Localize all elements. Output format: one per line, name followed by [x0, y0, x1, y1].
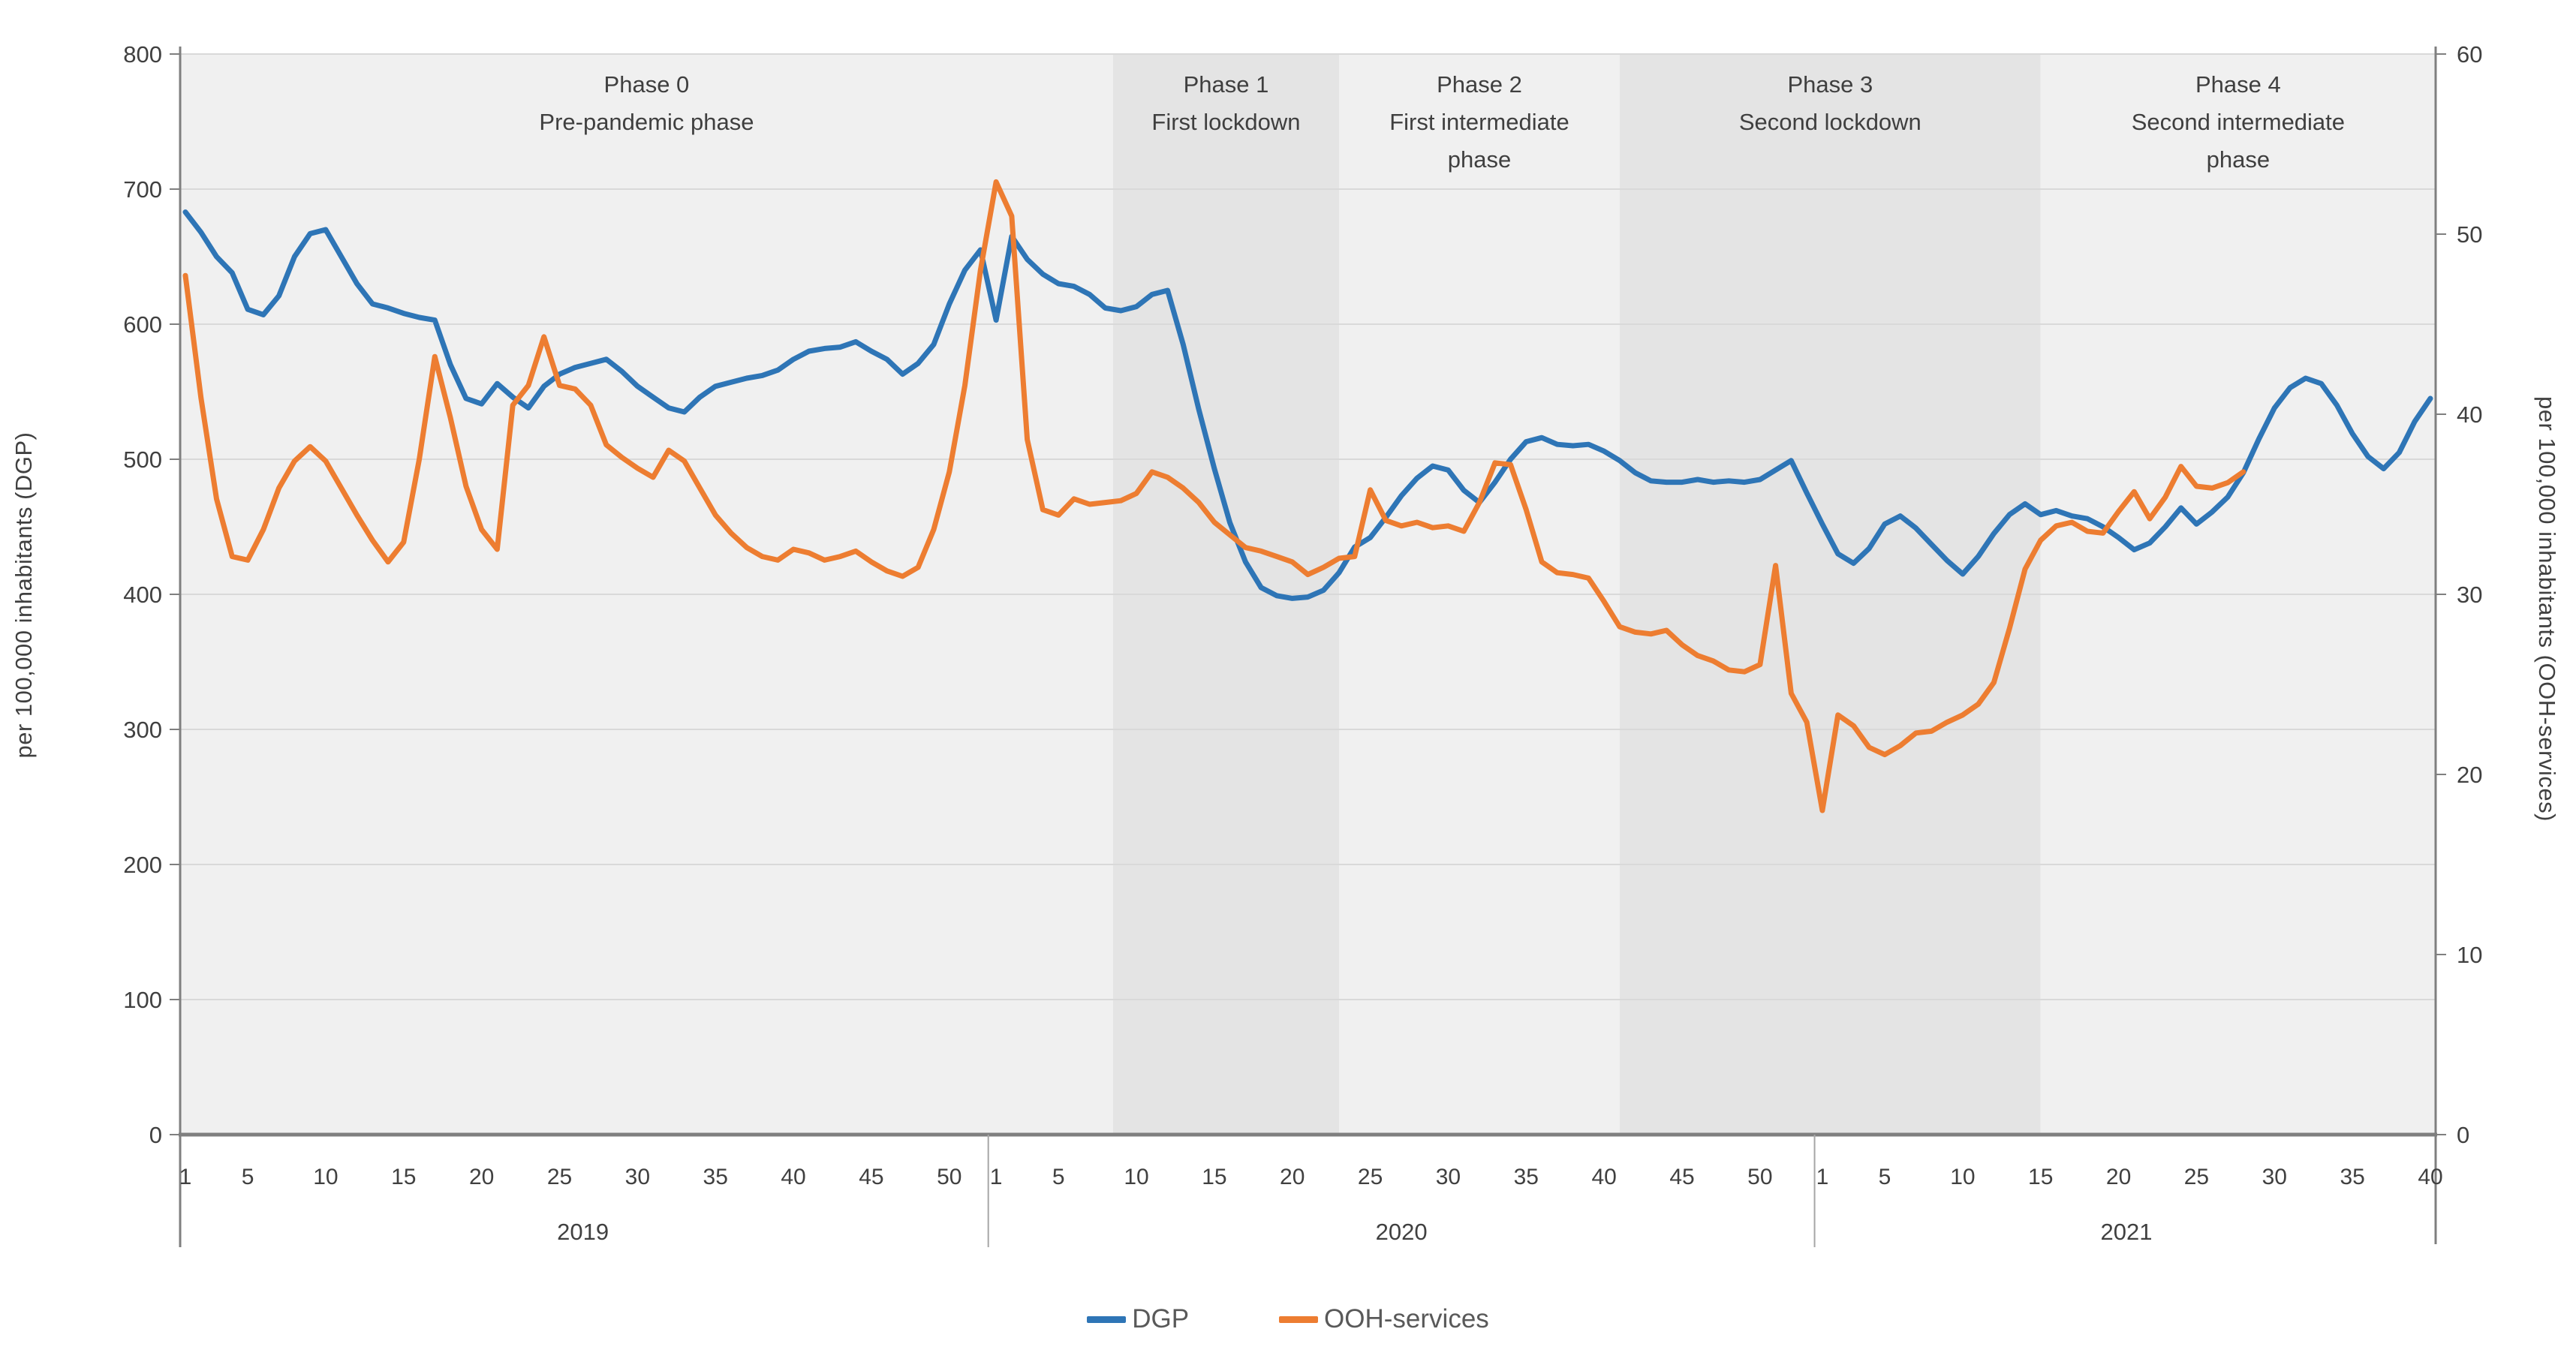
- x-tick-label: 10: [1950, 1165, 1975, 1189]
- left-axis-tick-label: 400: [123, 582, 162, 608]
- left-axis-tick-label: 300: [123, 717, 162, 743]
- x-tick-label: 25: [1358, 1165, 1383, 1189]
- phase-title-4: Phase 4: [2195, 71, 2281, 98]
- left-axis-tick-label: 600: [123, 311, 162, 338]
- phase-subtitle-3: Second lockdown: [1739, 109, 1921, 135]
- right-axis-tick-label: 30: [2457, 582, 2482, 608]
- x-tick-label: 45: [859, 1165, 883, 1189]
- x-tick-label: 20: [469, 1165, 494, 1189]
- left-axis-title: per 100,000 inhabitants (DGP): [11, 431, 37, 759]
- phase-subtitle-4: phase: [2207, 146, 2270, 173]
- dgp-line: [182, 209, 2433, 601]
- gridlines: 0 100 200 300 400 500 600 700 800 0 10 20 30 40 50 60: [123, 41, 2482, 1148]
- phase-subtitle-4: Second intermediate: [2132, 109, 2345, 135]
- legend-item-ooh: OOH-services: [1279, 1304, 1489, 1334]
- left-axis-tick-label: 700: [123, 176, 162, 203]
- right-axis-tick-label: 40: [2457, 401, 2482, 428]
- x-tick-label: 40: [2418, 1165, 2442, 1189]
- x-tick-label: 10: [313, 1165, 338, 1189]
- right-axis-tick-label: 10: [2457, 942, 2482, 968]
- phase-title-0: Phase 0: [604, 71, 690, 98]
- x-tick-label: 40: [781, 1165, 805, 1189]
- left-axis-tick-label: 0: [149, 1122, 162, 1148]
- x-tick-label: 45: [1669, 1165, 1694, 1189]
- phase-title-2: Phase 2: [1437, 71, 1522, 98]
- x-tick-label: 15: [2028, 1165, 2053, 1189]
- left-axis-tick-label: 500: [123, 446, 162, 473]
- year-label: 2019: [557, 1219, 609, 1245]
- x-tick-label: 5: [1052, 1165, 1065, 1189]
- ooh-line-swatch-icon: [1279, 1315, 1319, 1323]
- phase-subtitle-2: phase: [1448, 146, 1511, 173]
- legend-label-ooh: OOH-services: [1324, 1304, 1489, 1333]
- x-tick-label: 15: [391, 1165, 416, 1189]
- left-axis-tick-label: 800: [123, 41, 162, 68]
- ooh-services-line: [182, 179, 2246, 813]
- year-label: 2021: [2100, 1219, 2152, 1245]
- right-axis-tick-label: 20: [2457, 762, 2482, 788]
- x-tick-label: 30: [625, 1165, 650, 1189]
- phase-subtitle-2: First intermediate: [1389, 109, 1569, 135]
- x-tick-label: 35: [703, 1165, 728, 1189]
- x-tick-label: 5: [1879, 1165, 1891, 1189]
- legend-label-dgp: DGP: [1132, 1304, 1190, 1333]
- series-lines: [182, 179, 2433, 813]
- x-tick-label: 20: [1280, 1165, 1305, 1189]
- x-tick-label: 1: [1816, 1165, 1829, 1189]
- phase-title-1: Phase 1: [1184, 71, 1269, 98]
- x-tick-label: 50: [937, 1165, 961, 1189]
- legend: DGP OOH-services: [0, 1304, 2576, 1334]
- left-axis-tick-label: 200: [123, 852, 162, 878]
- x-tick-label: 30: [1436, 1165, 1461, 1189]
- axes: [179, 47, 2437, 1247]
- left-axis-tick-label: 100: [123, 987, 162, 1013]
- x-tick-label: 20: [2106, 1165, 2131, 1189]
- x-tick-label: 30: [2262, 1165, 2287, 1189]
- year-label: 2020: [1376, 1219, 1428, 1245]
- x-tick-label: 25: [547, 1165, 572, 1189]
- right-axis-tick-label: 60: [2457, 41, 2482, 68]
- right-axis-tick-label: 50: [2457, 221, 2482, 248]
- x-tick-label: 5: [242, 1165, 254, 1189]
- right-axis-title: per 100,000 inhabitants (OOH-services): [2534, 396, 2560, 822]
- legend-item-dgp: DGP: [1087, 1304, 1189, 1334]
- phase-title-3: Phase 3: [1787, 71, 1873, 98]
- x-tick-label: 40: [1591, 1165, 1616, 1189]
- x-tick-label: 50: [1747, 1165, 1772, 1189]
- x-tick-label: 10: [1124, 1165, 1148, 1189]
- dgp-line-swatch-icon: [1087, 1315, 1127, 1323]
- x-tick-label: 1: [179, 1165, 192, 1189]
- x-tick-label: 35: [2340, 1165, 2364, 1189]
- phase-labels: Phase 0 Pre-pandemic phase Phase 1 First lo…: [539, 71, 2345, 173]
- x-tick-label: 35: [1514, 1165, 1539, 1189]
- phase-subtitle-0: Pre-pandemic phase: [539, 109, 754, 135]
- x-tick-label: 1: [990, 1165, 1003, 1189]
- x-tick-label: 25: [2184, 1165, 2209, 1189]
- x-tick-label: 15: [1202, 1165, 1226, 1189]
- phase-subtitle-1: First lockdown: [1151, 109, 1300, 135]
- right-axis-tick-label: 0: [2457, 1122, 2469, 1148]
